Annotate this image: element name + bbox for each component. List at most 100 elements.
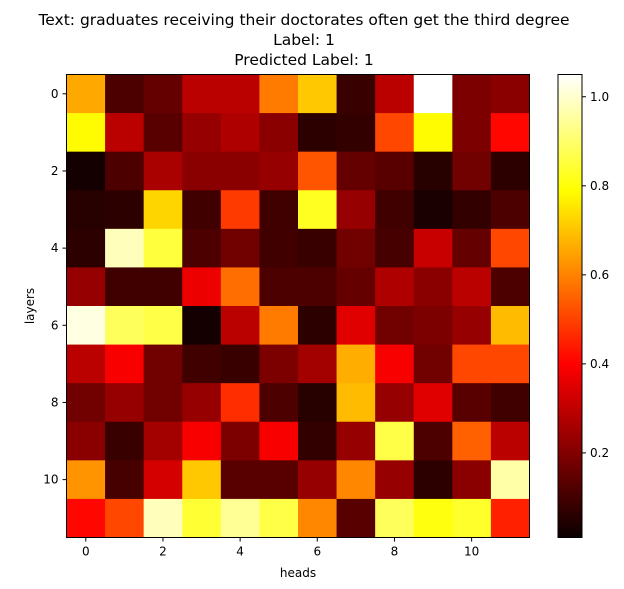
heatmap-cell	[336, 344, 376, 384]
heatmap-cell	[105, 151, 145, 191]
heatmap-cell	[259, 190, 299, 230]
heatmap-cell	[298, 383, 337, 423]
heatmap-cell	[375, 74, 415, 114]
heatmap-cell	[66, 383, 106, 423]
chart-title-line-2: Label: 1	[273, 31, 335, 49]
heatmap-cell	[490, 190, 530, 230]
heatmap-cell	[413, 228, 453, 268]
heatmap-cell	[413, 113, 453, 153]
heatmap-cell	[259, 383, 299, 423]
heatmap-cell	[220, 460, 260, 500]
colorbar-tick-label: 0.8	[590, 179, 609, 193]
heatmap-cell	[105, 421, 145, 461]
heatmap-cell	[182, 228, 222, 268]
heatmap-cell	[336, 498, 376, 538]
heatmap-cell	[105, 74, 145, 114]
colorbar-tick-label: 1.0	[590, 90, 609, 104]
heatmap-cell	[413, 151, 453, 191]
heatmap-cell	[182, 267, 222, 307]
heatmap-cell	[66, 267, 106, 307]
heatmap-cell	[143, 460, 183, 500]
heatmap-cell	[298, 151, 337, 191]
heatmap-cell	[413, 498, 453, 538]
heatmap-cell	[413, 306, 453, 345]
heatmap-cell	[413, 383, 453, 423]
chart-title-line-3: Predicted Label: 1	[234, 51, 374, 69]
colorbar-tick-label: 0.4	[590, 357, 609, 371]
y-tick-label: 2	[51, 164, 59, 178]
heatmap-cell	[220, 228, 260, 268]
heatmap-cell	[66, 421, 106, 461]
y-tick-label: 8	[51, 395, 59, 409]
heatmap-cell	[143, 190, 183, 230]
heatmap-cell	[143, 421, 183, 461]
heatmap-cell	[259, 228, 299, 268]
heatmap-cell	[298, 460, 337, 500]
heatmap-cell	[336, 74, 376, 114]
chart-title-line-1: Text: graduates receiving their doctorat…	[37, 11, 569, 29]
heatmap-cell	[182, 460, 222, 500]
heatmap-cell	[452, 190, 492, 230]
x-tick-label: 6	[313, 545, 321, 559]
heatmap-cell	[452, 113, 492, 153]
heatmap-cell	[182, 306, 222, 345]
heatmap-cell	[298, 113, 337, 153]
y-tick-label: 6	[51, 318, 59, 332]
heatmap-cell	[259, 267, 299, 307]
x-tick-label: 0	[82, 545, 90, 559]
heatmap-cell	[375, 190, 415, 230]
colorbar-tick-label: 0.2	[590, 446, 609, 460]
heatmap-cell	[413, 190, 453, 230]
heatmap-cell	[143, 498, 183, 538]
heatmap-cell	[66, 190, 106, 230]
x-axis-ticks: 0 2 4 6 8 10	[82, 537, 479, 559]
colorbar	[557, 74, 583, 538]
heatmap-cell	[452, 344, 492, 384]
heatmap-cell	[375, 460, 415, 500]
heatmap-cell	[452, 498, 492, 538]
heatmap-cell	[452, 421, 492, 461]
heatmap-cell	[143, 228, 183, 268]
heatmap-cell	[259, 421, 299, 461]
heatmap-cell	[143, 344, 183, 384]
heatmap-cell	[298, 190, 337, 230]
heatmap-cell	[105, 498, 145, 538]
heatmap-cell	[105, 306, 145, 345]
heatmap-cell	[220, 344, 260, 384]
heatmap-cell	[490, 74, 530, 114]
heatmap-cell	[375, 421, 415, 461]
heatmap-cell	[375, 151, 415, 191]
heatmap-cell	[490, 383, 530, 423]
heatmap-cell	[105, 228, 145, 268]
heatmap-cell	[220, 421, 260, 461]
heatmap-cell	[66, 306, 106, 345]
heatmap-cell	[259, 306, 299, 345]
heatmap-cell	[375, 383, 415, 423]
heatmap-cell	[490, 344, 530, 384]
heatmap-cell	[490, 421, 530, 461]
heatmap-cell	[452, 228, 492, 268]
heatmap-cell	[413, 267, 453, 307]
heatmap-cell	[259, 498, 299, 538]
y-tick-label: 4	[51, 241, 59, 255]
heatmap-cell	[452, 267, 492, 307]
heatmap-cell	[298, 344, 337, 384]
heatmap-cells	[66, 74, 530, 538]
heatmap-cell	[336, 190, 376, 230]
y-axis-label: layers	[23, 288, 37, 324]
heatmap-cell	[143, 383, 183, 423]
y-tick-label: 0	[51, 87, 59, 101]
x-tick-label: 2	[159, 545, 167, 559]
heatmap-cell	[143, 306, 183, 345]
heatmap-cell	[452, 151, 492, 191]
heatmap-cell	[298, 421, 337, 461]
heatmap-cell	[66, 74, 106, 114]
heatmap-cell	[66, 498, 106, 538]
heatmap-cell	[66, 344, 106, 384]
heatmap-cell	[375, 306, 415, 345]
heatmap-cell	[336, 460, 376, 500]
heatmap-cell	[259, 151, 299, 191]
x-tick-label: 10	[464, 545, 479, 559]
heatmap-cell	[220, 151, 260, 191]
